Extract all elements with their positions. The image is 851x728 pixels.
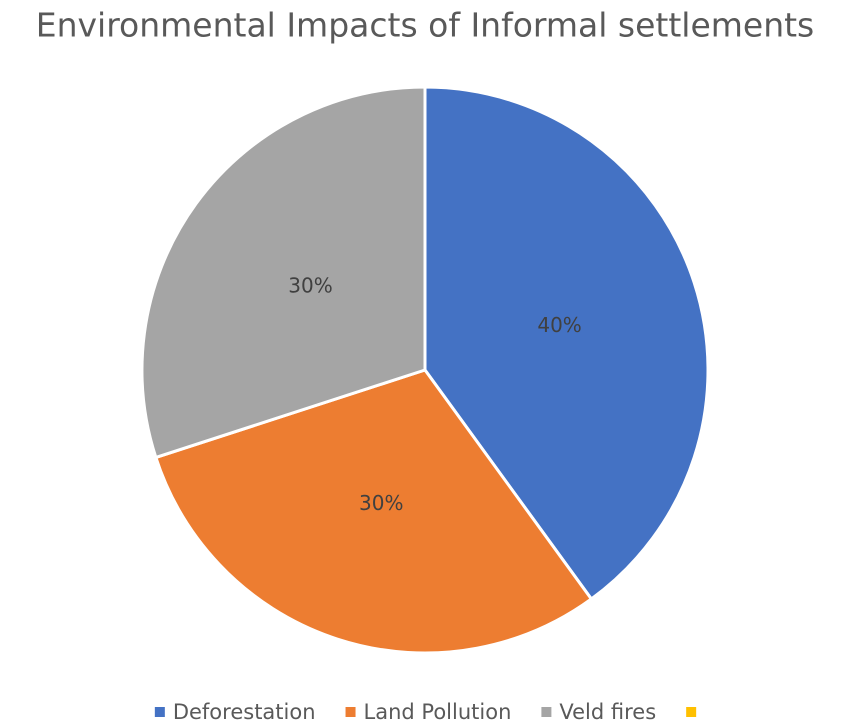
legend-label: Land Pollution bbox=[364, 700, 512, 724]
pie-slice bbox=[423, 85, 710, 602]
legend-label: Deforestation bbox=[173, 700, 316, 724]
data-label: 30% bbox=[359, 491, 403, 515]
legend-swatch bbox=[154, 707, 165, 717]
pie-slice bbox=[153, 368, 594, 655]
data-label: 30% bbox=[288, 273, 332, 297]
pie-slice bbox=[140, 85, 427, 460]
legend-swatch bbox=[541, 707, 552, 717]
legend-swatch bbox=[686, 707, 697, 717]
legend-item: Deforestation bbox=[154, 700, 316, 724]
legend-item: Veld fires bbox=[541, 700, 656, 724]
legend-item: Land Pollution bbox=[345, 700, 512, 724]
legend-swatch bbox=[345, 707, 356, 717]
legend-label: Veld fires bbox=[559, 700, 656, 724]
legend-item bbox=[686, 707, 697, 717]
chart-title: Environmental Impacts of Informal settle… bbox=[36, 6, 815, 45]
data-label: 40% bbox=[537, 313, 581, 337]
